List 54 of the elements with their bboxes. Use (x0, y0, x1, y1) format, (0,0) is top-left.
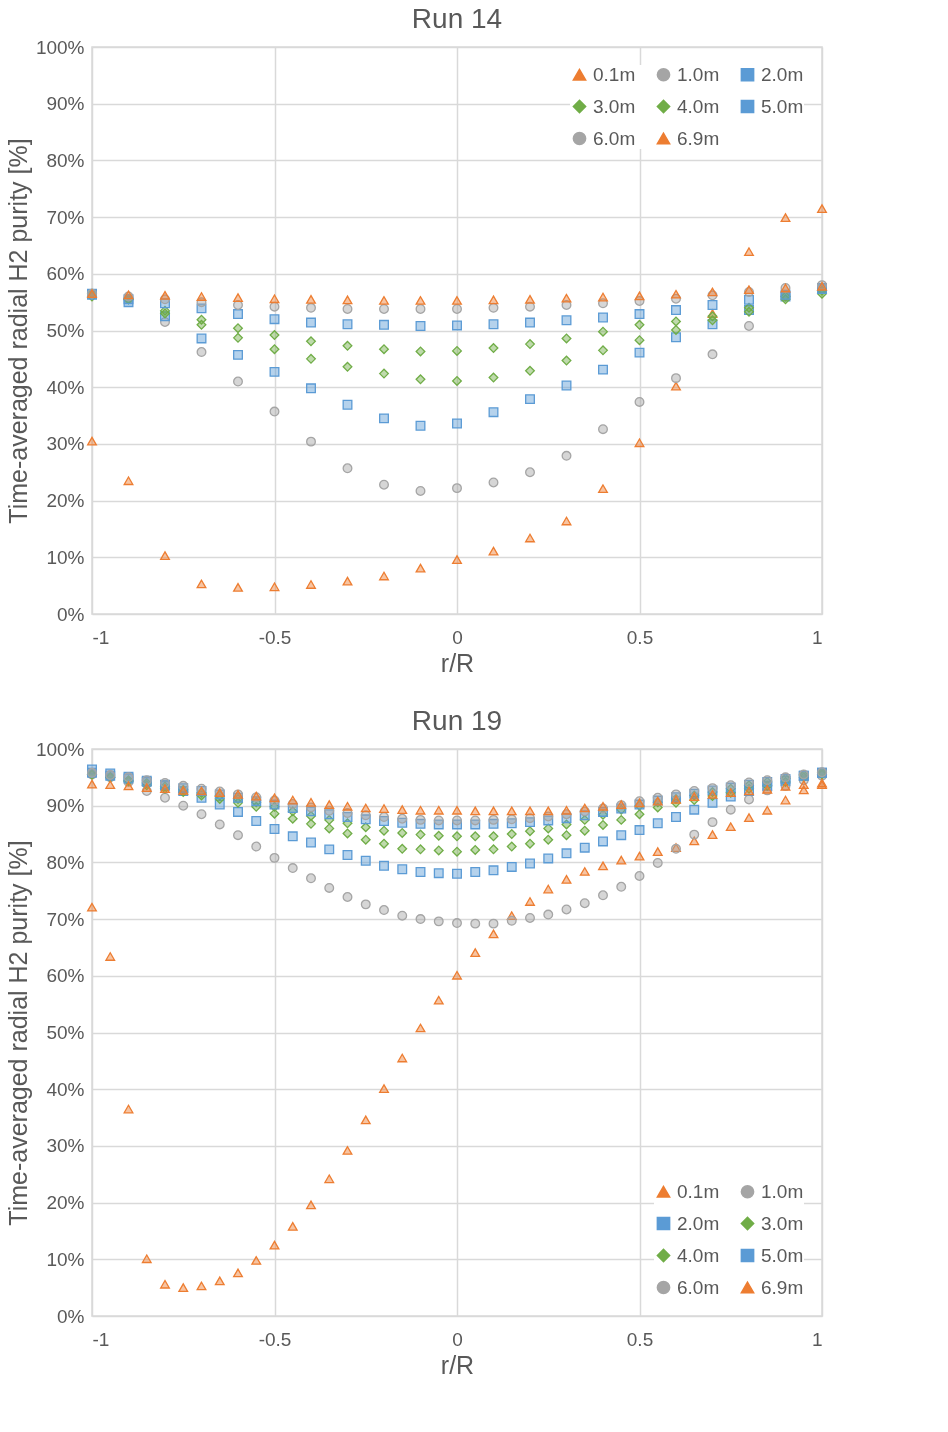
legend-label: 5.0m (761, 95, 804, 117)
y-axis-title: Time-averaged radial H2 purity [%] (3, 840, 32, 1226)
y-tick-label: 50% (46, 320, 85, 341)
y-tick-label: 80% (46, 851, 85, 873)
legend-label: 2.0m (677, 1212, 720, 1234)
legend-label: 0.1m (593, 63, 636, 85)
x-tick-label: 0 (452, 1328, 463, 1350)
legend-label: 6.9m (761, 1276, 804, 1298)
y-tick-label: 0% (57, 1305, 85, 1327)
x-tick-label: -0.5 (258, 1328, 292, 1350)
legend-label: 1.0m (677, 63, 720, 85)
x-axis-title: r/R (440, 648, 475, 677)
legend-label: 3.0m (761, 1212, 804, 1234)
legend-label: 5.0m (761, 1244, 804, 1266)
x-tick-label: 0.5 (626, 626, 654, 648)
y-tick-label: 80% (46, 149, 85, 171)
chart-title: Run 19 (411, 705, 503, 736)
y-tick-label: 20% (46, 1192, 85, 1214)
y-tick-label: 50% (46, 1022, 85, 1043)
y-tick-label: 90% (46, 93, 85, 115)
y-tick-label: 10% (46, 1248, 85, 1270)
legend-label: 1.0m (761, 1180, 804, 1202)
y-tick-label: 70% (46, 206, 85, 228)
y-tick-label: 100% (35, 36, 85, 58)
y-tick-label: 0% (57, 603, 85, 625)
y-tick-label: 30% (46, 1135, 85, 1157)
y-tick-label: 100% (35, 738, 85, 760)
y-tick-label: 60% (46, 965, 85, 987)
x-tick-label: -1 (92, 1328, 110, 1350)
x-tick-label: -1 (92, 626, 110, 648)
legend-label: 0.1m (677, 1180, 720, 1202)
chart-title: Run 14 (411, 3, 503, 34)
y-tick-label: 30% (46, 433, 85, 455)
x-tick-label: 1 (811, 1328, 823, 1350)
x-tick-label: -0.5 (258, 626, 292, 648)
y-tick-label: 20% (46, 490, 85, 512)
y-tick-label: 40% (46, 376, 85, 398)
x-tick-label: 0.5 (626, 1328, 654, 1350)
legend-label: 6.0m (677, 1276, 720, 1298)
y-tick-label: 60% (46, 263, 85, 285)
legend-label: 6.9m (677, 127, 720, 149)
y-tick-label: 40% (46, 1078, 85, 1100)
legend-label: 4.0m (677, 1244, 720, 1266)
legend-label: 6.0m (593, 127, 636, 149)
y-tick-label: 70% (46, 908, 85, 930)
y-tick-label: 90% (46, 795, 85, 817)
x-axis-title: r/R (440, 1350, 475, 1379)
legend-label: 2.0m (761, 63, 804, 85)
legend-label: 4.0m (677, 95, 720, 117)
y-axis-title: Time-averaged radial H2 purity [%] (3, 138, 32, 524)
y-tick-label: 10% (46, 546, 85, 568)
x-tick-label: 0 (452, 626, 463, 648)
legend-label: 3.0m (593, 95, 636, 117)
x-tick-label: 1 (811, 626, 823, 648)
